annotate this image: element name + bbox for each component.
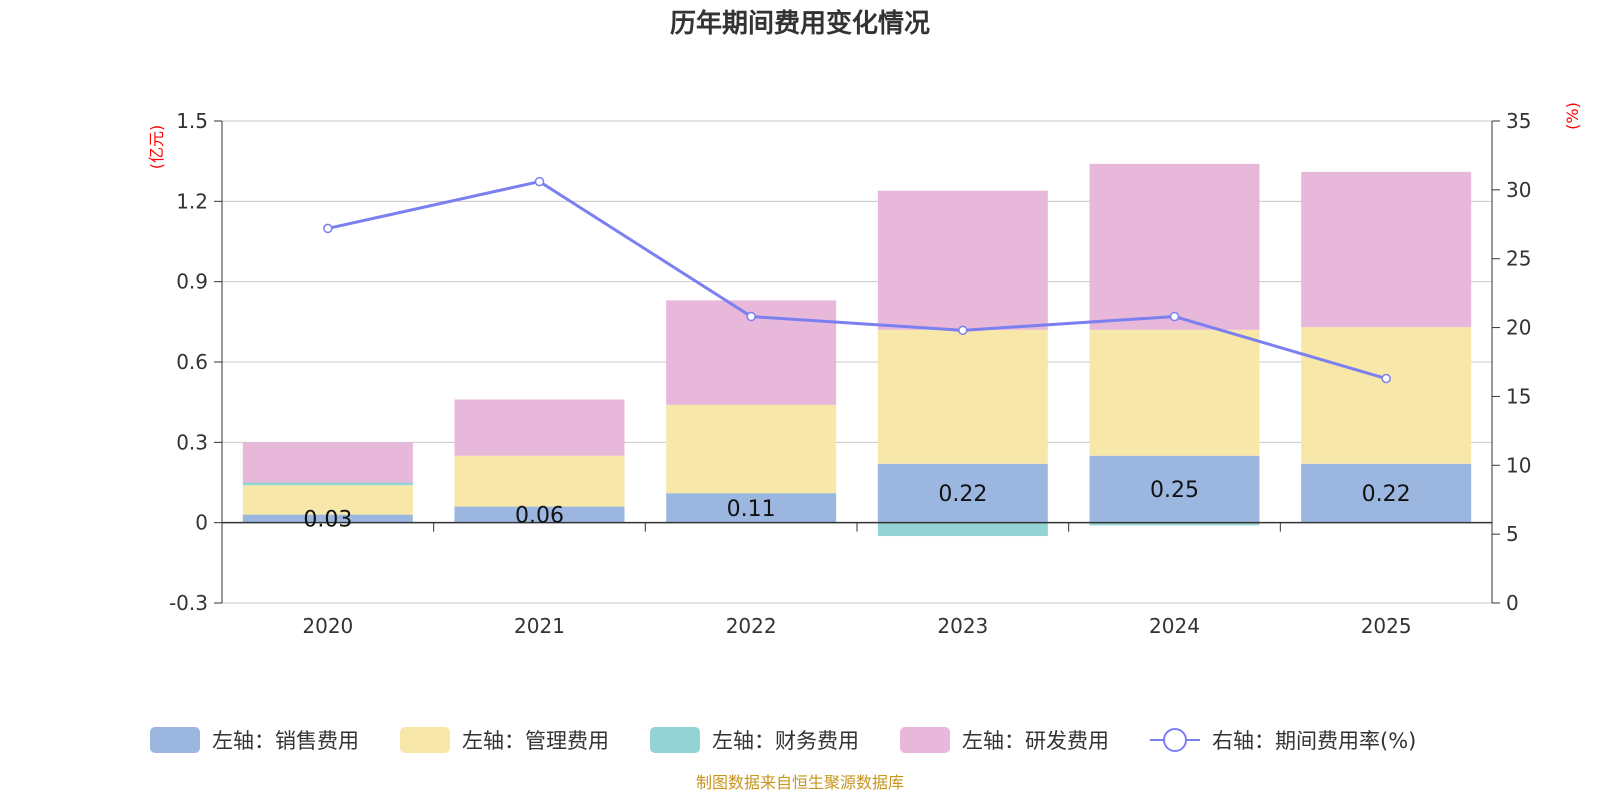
rate-point [323, 223, 333, 234]
bar-segment [454, 506, 625, 523]
legend-swatch [900, 727, 950, 753]
legend-label: 右轴：期间费用率(%) [1212, 729, 1416, 753]
bar-segment [1301, 327, 1472, 464]
category-label: 2021 [514, 614, 565, 638]
left-tick-label: 0.9 [176, 270, 208, 294]
bar-segment [242, 482, 413, 486]
bar-segment [1089, 455, 1260, 523]
bar-segment [1301, 171, 1472, 328]
gridlines [222, 120, 1492, 604]
bar-value-label: 0.06 [515, 504, 564, 529]
zero-axis [221, 521, 1493, 532]
legend-label: 左轴：管理费用 [462, 729, 609, 753]
left-tick-label: 0.3 [176, 430, 208, 454]
rate-point [746, 311, 756, 322]
legend-label: 左轴：财务费用 [712, 729, 859, 753]
rate-line-path [327, 179, 1387, 380]
bar-segment [454, 455, 625, 507]
rate-point [534, 176, 545, 187]
rate-point [1169, 311, 1180, 322]
left-tick-label: 0.6 [176, 350, 208, 374]
bar-value-label: 0.22 [1362, 482, 1411, 507]
source-note: 制图数据来自恒生聚源数据库 [696, 773, 904, 792]
right-tick-label: 0 [1506, 591, 1519, 615]
bar-segment [242, 442, 413, 483]
bars [242, 163, 1472, 537]
bar-segment [877, 190, 1048, 330]
rate-point [958, 325, 968, 336]
bar-value-label: 0.22 [938, 482, 987, 507]
right-tick-label: 30 [1506, 178, 1531, 202]
bar-segment [1301, 463, 1472, 523]
rate-line [323, 176, 1391, 384]
bar-labels: 0.03 0.06 0.11 0.22 0.25 0.22 [303, 478, 1410, 532]
legend-swatch [150, 727, 200, 753]
legend-label: 左轴：销售费用 [212, 729, 359, 753]
bar-segment [666, 493, 837, 523]
bar-value-label: 0.03 [303, 508, 352, 533]
right-tick-label: 10 [1506, 453, 1531, 477]
bar-segment [1089, 522, 1260, 526]
left-tick-label: 1.5 [176, 109, 208, 133]
category-label: 2020 [302, 614, 353, 638]
left-tick-label: 1.2 [176, 189, 208, 213]
bar-value-label: 0.11 [727, 497, 776, 522]
legend-label: 左轴：研发费用 [962, 729, 1109, 753]
bar-value-label: 0.25 [1150, 478, 1199, 503]
bar-segment [666, 404, 837, 494]
bar-segment [877, 522, 1048, 537]
legend-marker [1163, 728, 1187, 752]
category-label: 2025 [1361, 614, 1412, 638]
category-label: 2023 [937, 614, 988, 638]
right-tick-label: 5 [1506, 522, 1519, 546]
bar-segment [454, 399, 625, 456]
right-tick-label: 15 [1506, 384, 1531, 408]
bar-segment [877, 329, 1048, 464]
legend-swatch [400, 727, 450, 753]
rate-point [1381, 373, 1391, 384]
right-axis-unit: (%) [1563, 102, 1582, 130]
left-axis-unit: (亿元) [147, 125, 166, 170]
right-tick-label: 35 [1506, 109, 1531, 133]
bar-segment [242, 514, 413, 523]
right-tick-label: 20 [1506, 316, 1531, 340]
legend-swatch [650, 727, 700, 753]
category-label: 2022 [726, 614, 777, 638]
chart-title: 历年期间费用变化情况 [670, 8, 930, 39]
left-tick-label: 0 [195, 511, 208, 535]
legend: 左轴：销售费用 左轴：管理费用 左轴：财务费用 左轴：研发费用 右轴：期间费用率(%) [150, 727, 1416, 753]
bar-segment [1089, 329, 1260, 456]
bar-segment [877, 463, 1048, 523]
right-tick-label: 25 [1506, 247, 1531, 271]
left-tick-label: -0.3 [169, 591, 208, 615]
bar-segment [242, 485, 413, 515]
bar-segment [1089, 163, 1260, 330]
axes: 1.5 1.2 0.9 0.6 0.3 0 -0.3 35 30 25 20 15 10 5 0 2020 20… [169, 109, 1531, 638]
category-label: 2024 [1149, 614, 1200, 638]
